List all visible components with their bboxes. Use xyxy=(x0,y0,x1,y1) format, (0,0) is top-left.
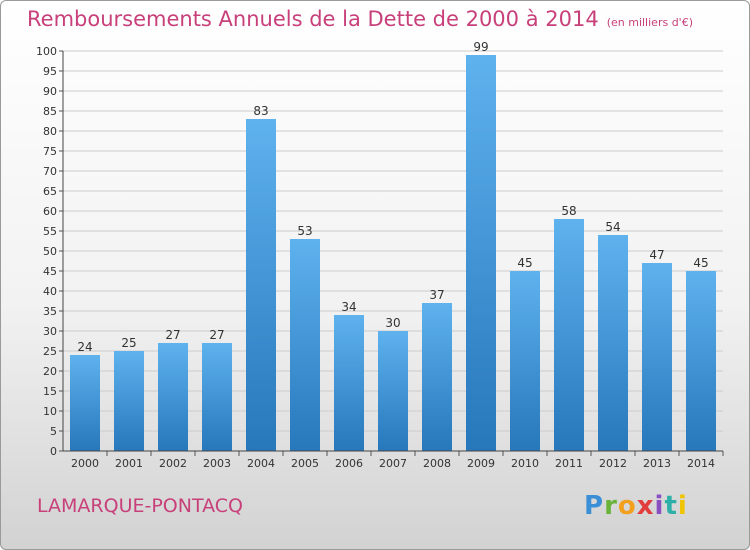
bar-2013 xyxy=(642,263,672,451)
y-tick-label: 20 xyxy=(43,365,57,378)
bar-2007 xyxy=(378,331,408,451)
data-label: 27 xyxy=(209,328,224,342)
bar-2014 xyxy=(686,271,716,451)
y-tick-label: 15 xyxy=(43,385,57,398)
y-tick-label: 95 xyxy=(43,65,57,78)
y-tick-label: 35 xyxy=(43,305,57,318)
x-tick-label: 2005 xyxy=(291,457,319,470)
y-tick-label: 65 xyxy=(43,185,57,198)
y-tick-label: 10 xyxy=(43,405,57,418)
bar-2000 xyxy=(70,355,100,451)
y-tick-label: 25 xyxy=(43,345,57,358)
bars xyxy=(70,55,716,451)
data-label: 58 xyxy=(561,204,576,218)
bar-2011 xyxy=(554,219,584,451)
x-tick-label: 2012 xyxy=(599,457,627,470)
data-label: 54 xyxy=(605,220,620,234)
y-tick-label: 100 xyxy=(36,45,57,58)
data-label: 37 xyxy=(429,288,444,302)
y-tick-label: 50 xyxy=(43,245,57,258)
data-label: 99 xyxy=(473,40,488,54)
bar-2004 xyxy=(246,119,276,451)
y-tick-label: 90 xyxy=(43,85,57,98)
x-tick-label: 2006 xyxy=(335,457,363,470)
x-tick-label: 2013 xyxy=(643,457,671,470)
x-tick-label: 2011 xyxy=(555,457,583,470)
data-label: 30 xyxy=(385,316,400,330)
x-tick-label: 2001 xyxy=(115,457,143,470)
x-tick-label: 2000 xyxy=(71,457,99,470)
bar-2001 xyxy=(114,351,144,451)
bar-2010 xyxy=(510,271,540,451)
bar-2012 xyxy=(598,235,628,451)
x-tick-label: 2004 xyxy=(247,457,275,470)
x-tick-label: 2010 xyxy=(511,457,539,470)
data-label: 83 xyxy=(253,104,268,118)
data-label: 47 xyxy=(649,248,664,262)
y-tick-label: 0 xyxy=(50,445,57,458)
x-tick-label: 2009 xyxy=(467,457,495,470)
x-axis-ticks: 2000 2001 2002 2003 2004 2005 2006 2007 2008 2009… xyxy=(71,451,723,470)
data-label: 34 xyxy=(341,300,356,314)
proxiti-logo: Proxiti xyxy=(584,491,688,521)
x-tick-label: 2008 xyxy=(423,457,451,470)
data-label: 45 xyxy=(693,256,708,270)
bar-2005 xyxy=(290,239,320,451)
x-tick-label: 2014 xyxy=(687,457,715,470)
x-tick-label: 2003 xyxy=(203,457,231,470)
y-tick-label: 80 xyxy=(43,125,57,138)
data-label: 53 xyxy=(297,224,312,238)
bar-2003 xyxy=(202,343,232,451)
y-tick-label: 30 xyxy=(43,325,57,338)
y-tick-label: 55 xyxy=(43,225,57,238)
x-tick-label: 2002 xyxy=(159,457,187,470)
data-label: 27 xyxy=(165,328,180,342)
y-axis-ticks: 0 5 10 15 20 25 30 35 40 45 50 55 60 65 70 75 80 85 90 95 10… xyxy=(36,45,63,458)
y-tick-label: 40 xyxy=(43,285,57,298)
bar-2002 xyxy=(158,343,188,451)
chart-frame: Remboursements Annuels de la Dette de 20… xyxy=(0,0,750,550)
y-tick-label: 5 xyxy=(50,425,57,438)
bar-2009 xyxy=(466,55,496,451)
x-tick-label: 2007 xyxy=(379,457,407,470)
data-label: 24 xyxy=(77,340,92,354)
y-tick-label: 75 xyxy=(43,145,57,158)
y-tick-label: 85 xyxy=(43,105,57,118)
data-label: 45 xyxy=(517,256,532,270)
y-tick-label: 45 xyxy=(43,265,57,278)
bar-chart: 0 5 10 15 20 25 30 35 40 45 50 55 60 65 70 75 80 85 90 95 10… xyxy=(1,1,750,550)
bar-2008 xyxy=(422,303,452,451)
town-name: LAMARQUE-PONTACQ xyxy=(37,495,243,517)
y-tick-label: 60 xyxy=(43,205,57,218)
bar-2006 xyxy=(334,315,364,451)
data-label: 25 xyxy=(121,336,136,350)
y-tick-label: 70 xyxy=(43,165,57,178)
